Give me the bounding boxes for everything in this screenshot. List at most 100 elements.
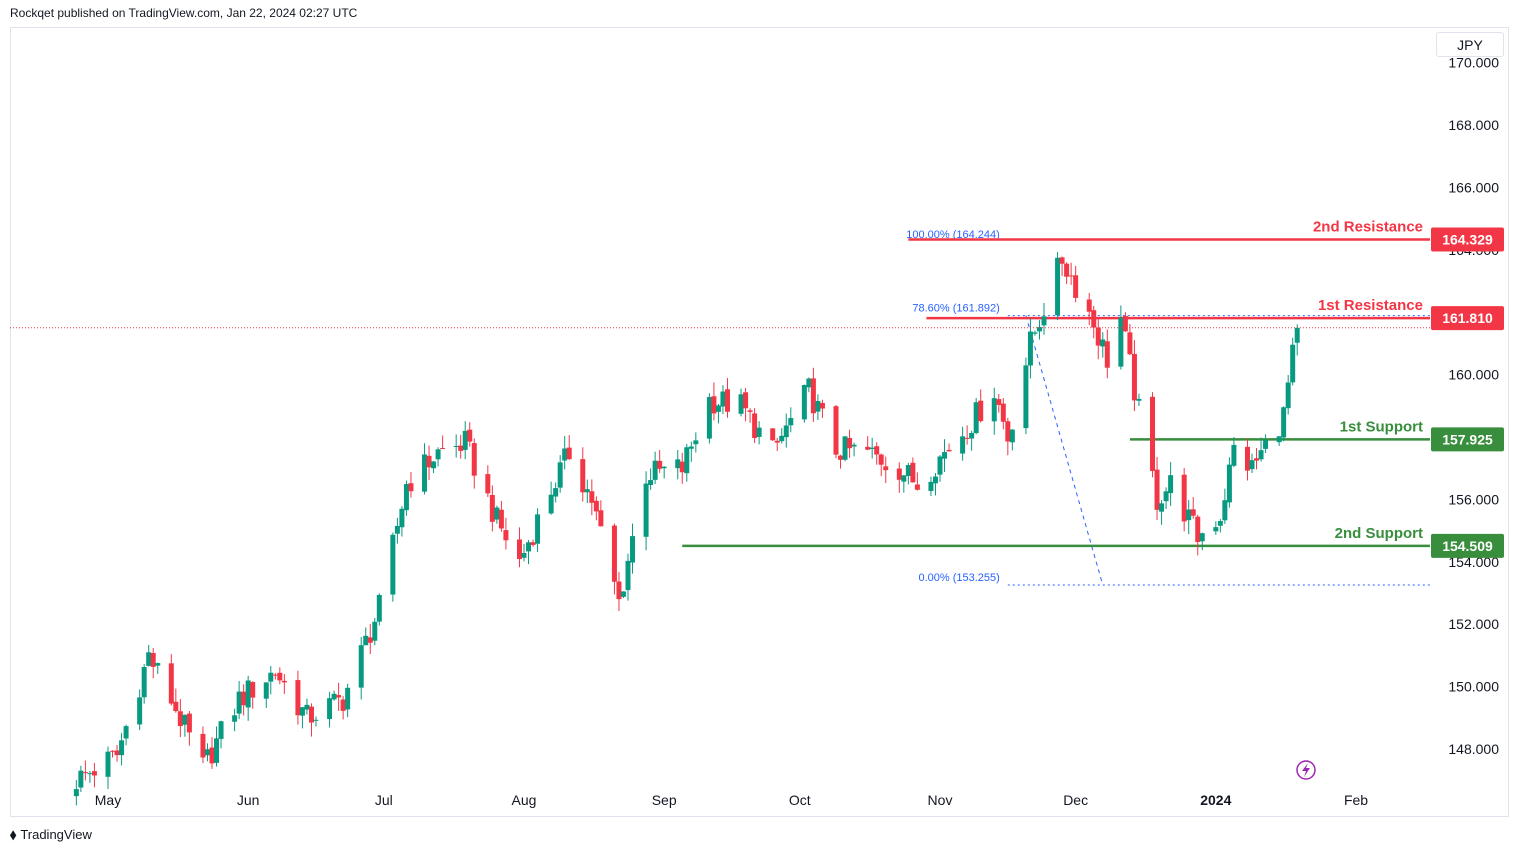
candle [883, 456, 889, 484]
candle [422, 443, 428, 495]
candle [788, 407, 794, 433]
candle [1118, 305, 1124, 370]
candle [688, 441, 694, 462]
candle [358, 636, 364, 700]
candle [340, 696, 346, 720]
price-tag-text: 157.925 [1442, 431, 1493, 447]
candle [801, 384, 807, 423]
fibonacci-retracement[interactable]: 100.00% (164.244) 78.60% (161.892) 0.00% (… [906, 229, 1430, 586]
candle [245, 675, 251, 721]
time-axis[interactable]: May Jun Jul Aug Sep Oct Nov Dec 2024 Feb [95, 792, 1369, 808]
currency-selector[interactable]: JPY [1436, 32, 1504, 57]
candle [901, 475, 907, 493]
candle [462, 421, 468, 460]
candle [869, 437, 875, 459]
chart-frame [10, 27, 1509, 817]
candle [643, 471, 649, 551]
candle [503, 517, 509, 550]
candle [1100, 332, 1106, 358]
candle [1154, 456, 1160, 521]
price-tick-label: 166.000 [1448, 179, 1499, 195]
candle [182, 714, 188, 737]
fib-level-label: 100.00% (164.244) [906, 229, 1000, 241]
candle [1068, 262, 1074, 285]
candle [847, 429, 853, 458]
candle [200, 726, 206, 764]
candle [91, 763, 97, 788]
candle [838, 454, 844, 469]
time-tick-label: Sep [652, 792, 677, 808]
publish-caption: Rockqet published on TradingView.com, Ja… [10, 6, 358, 20]
candle [394, 517, 400, 544]
candle [562, 436, 568, 470]
price-tick-label: 170.000 [1448, 55, 1499, 71]
candle [1036, 320, 1042, 340]
fib-trend-line[interactable] [1025, 315, 1104, 586]
price-tag-text: 164.329 [1442, 232, 1493, 248]
candle [905, 462, 911, 485]
candle [851, 442, 857, 457]
price-tag [1431, 427, 1504, 452]
candle [774, 437, 780, 452]
candle [521, 544, 527, 562]
candle [73, 780, 79, 806]
candle [1127, 323, 1133, 356]
candle [580, 447, 586, 502]
candle [806, 377, 812, 393]
candle [1122, 312, 1128, 333]
candle [218, 720, 224, 749]
candle [1000, 398, 1006, 430]
candle [978, 389, 984, 423]
candlestick-series [73, 252, 1300, 806]
candle [611, 523, 617, 595]
candle [467, 422, 473, 447]
price-tag-text: 161.810 [1442, 310, 1493, 326]
brand-label: TradingView [20, 827, 92, 842]
time-tick-label: Feb [1344, 792, 1368, 808]
candle [815, 394, 821, 420]
candle [991, 387, 997, 435]
candle [1091, 305, 1097, 339]
candle [214, 726, 220, 767]
candle [752, 408, 758, 444]
candle [304, 698, 310, 715]
candle [937, 454, 943, 482]
candle [548, 481, 554, 515]
candle [331, 690, 337, 701]
candle [1150, 392, 1156, 478]
candle [783, 413, 789, 448]
price-tick-label: 148.000 [1448, 741, 1499, 757]
candle [1285, 374, 1291, 415]
candle [896, 462, 902, 493]
lightning-icon[interactable] [1296, 760, 1316, 780]
overlay-layer [10, 327, 1430, 780]
candle [724, 378, 730, 418]
candle [1095, 319, 1101, 360]
candle [914, 472, 920, 491]
candle [1294, 324, 1300, 356]
price-tick-label: 156.000 [1448, 491, 1499, 507]
candle [1059, 256, 1065, 276]
candle [453, 434, 459, 458]
support-resistance-levels[interactable]: 2nd Resistance 164.329 1st Resistance 161.8… [682, 219, 1504, 558]
fib-level-label: 0.00% (153.255) [918, 572, 999, 584]
candle [1032, 330, 1038, 336]
tradingview-footer[interactable]: ⬧ TradingView [10, 826, 92, 843]
candle [236, 680, 242, 720]
price-tick-label: 150.000 [1448, 679, 1499, 695]
candle [584, 479, 590, 504]
candle [526, 539, 532, 565]
candle [363, 627, 369, 646]
candle [372, 618, 378, 646]
candle [123, 724, 129, 746]
candle [566, 434, 572, 461]
candle [1131, 340, 1137, 412]
time-tick-label: 2024 [1200, 792, 1231, 808]
candle [711, 382, 717, 421]
candle [530, 539, 536, 547]
candle [810, 367, 816, 422]
candle [1055, 252, 1061, 321]
price-axis[interactable]: 148.000150.000152.000154.000156.000158.0… [1448, 55, 1499, 757]
candle [648, 468, 654, 490]
